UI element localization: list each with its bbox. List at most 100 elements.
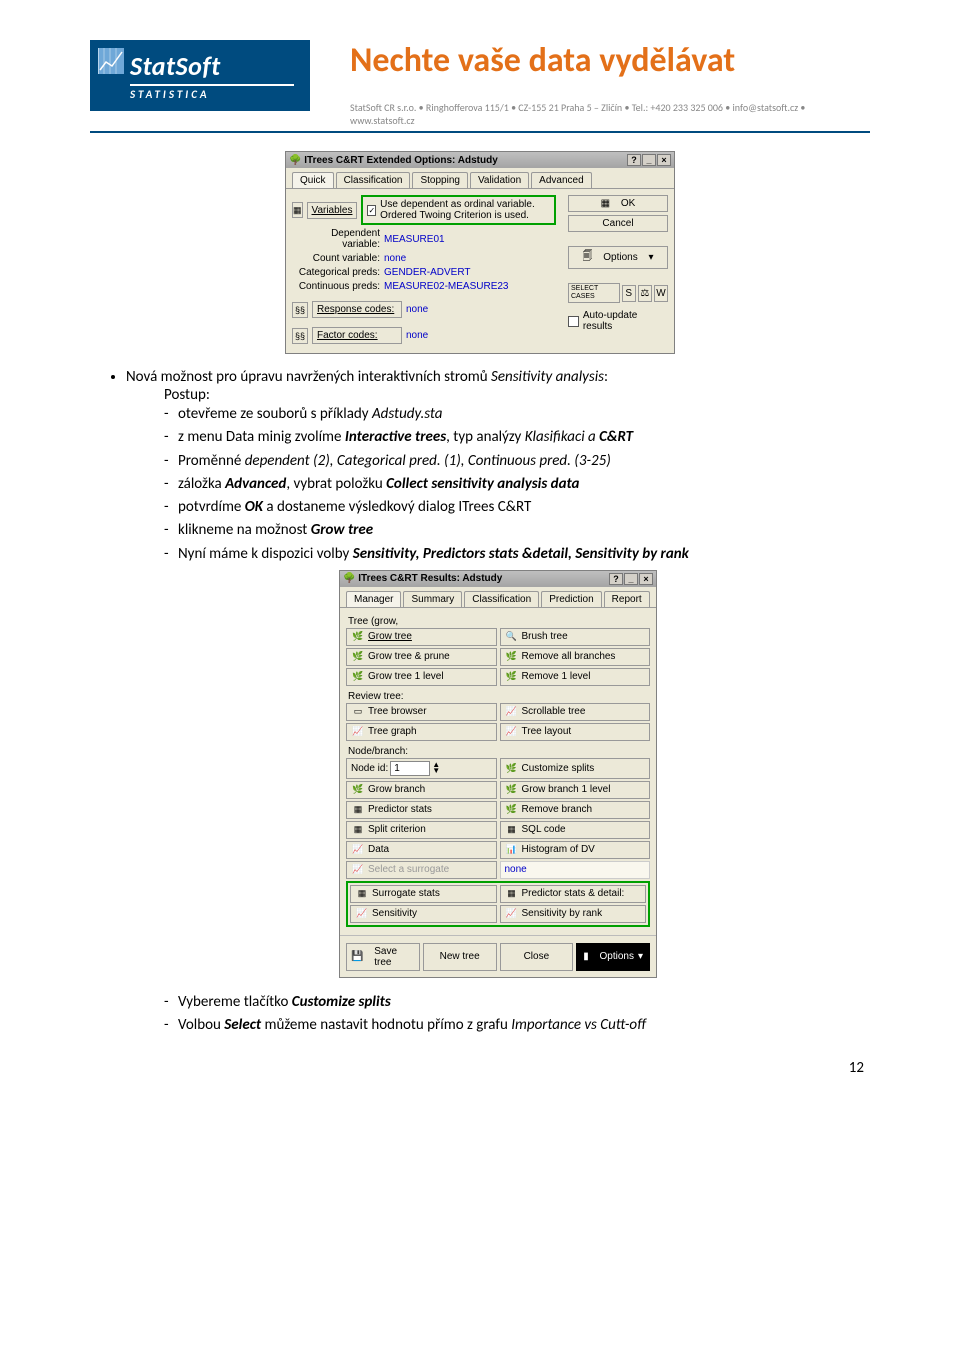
close-button[interactable]: ×: [639, 573, 653, 585]
highlight-ordinal: ✓ Use dependent as ordinal variable. Ord…: [361, 195, 556, 225]
weight-icon-button[interactable]: ⚖: [638, 285, 652, 302]
node-id-label: Node id:: [351, 763, 388, 774]
grow-branch-button[interactable]: 🌿Grow branch: [346, 781, 497, 799]
cat-preds-value: GENDER-ADVERT: [384, 267, 471, 278]
graph-icon: 📈: [505, 908, 519, 920]
grow-tree-1-button[interactable]: 🌿Grow tree 1 level: [346, 668, 497, 686]
sensitivity-rank-button[interactable]: 📈Sensitivity by rank: [500, 905, 647, 923]
checkbox-ordinal[interactable]: ✓: [367, 205, 376, 216]
help-button[interactable]: ?: [627, 154, 641, 166]
highlight-sensitivity: ▦Surrogate stats ▦Predictor stats & deta…: [346, 881, 650, 927]
tree-icon: 🌿: [505, 762, 519, 774]
grow-prune-button[interactable]: 🌿Grow tree & prune: [346, 648, 497, 666]
close-button[interactable]: ×: [657, 154, 671, 166]
data-button[interactable]: 📈Data: [346, 841, 497, 859]
new-tree-button[interactable]: New tree: [423, 943, 497, 971]
logo-sub-text: STATISTICA: [130, 88, 210, 101]
factor-codes-icon: §§: [292, 328, 308, 344]
auto-update-checkbox[interactable]: [568, 316, 579, 327]
factor-codes-button[interactable]: Factor codes:: [312, 327, 402, 344]
tab-manager[interactable]: Manager: [346, 591, 401, 607]
remove-branch-button[interactable]: 🌿Remove branch: [500, 801, 651, 819]
tab-validation[interactable]: Validation: [470, 172, 529, 188]
options-button-black[interactable]: ▮ Options▾: [576, 943, 650, 971]
customize-splits-button[interactable]: 🌿Customize splits: [500, 758, 651, 779]
save-tree-button[interactable]: 💾 Save tree: [346, 943, 420, 971]
stepper-icon[interactable]: ▲▼: [432, 762, 440, 774]
variables-button[interactable]: Variables: [307, 202, 358, 219]
tab-classification[interactable]: Classification: [336, 172, 411, 188]
histogram-button[interactable]: 📊Histogram of DV: [500, 841, 651, 859]
help-button[interactable]: ?: [609, 573, 623, 585]
table-icon: ▦: [505, 888, 519, 900]
tree-icon: 🌿: [351, 631, 365, 643]
tree-layout-button[interactable]: 📈Tree layout: [500, 723, 651, 741]
ok-button[interactable]: ▦ OK: [568, 195, 668, 212]
predictor-detail-button[interactable]: ▦Predictor stats & detail:: [500, 885, 647, 903]
tab-classification[interactable]: Classification: [464, 591, 539, 607]
response-codes-value: none: [406, 304, 428, 315]
response-codes-icon: §§: [292, 302, 308, 318]
sql-code-button[interactable]: ▦SQL code: [500, 821, 651, 839]
logo: StatSoft STATISTICA: [90, 40, 310, 111]
graph-icon: 📈: [351, 864, 365, 876]
dep-var-label: Dependent variable:: [292, 228, 380, 250]
tab-report[interactable]: Report: [604, 591, 650, 607]
response-codes-button[interactable]: Response codes:: [312, 301, 402, 318]
step-item: klikneme na možnost Grow tree: [164, 520, 870, 540]
options-button[interactable]: 🗐 Options ▾: [568, 246, 668, 269]
split-criterion-button[interactable]: ▦Split criterion: [346, 821, 497, 839]
bar-icon: 📊: [505, 844, 519, 856]
remove-1-button[interactable]: 🌿Remove 1 level: [500, 668, 651, 686]
tab-stopping[interactable]: Stopping: [412, 172, 467, 188]
variables-icon: ▦: [292, 202, 303, 218]
save-icon: 💾: [351, 951, 363, 962]
cont-preds-value: MEASURE02-MEASURE23: [384, 281, 508, 292]
s-button[interactable]: S: [622, 285, 636, 302]
dialog2-title-bar: 🌳 ITrees C&RT Results: Adstudy ? _ ×: [340, 571, 656, 587]
tree-icon: 🌿: [505, 671, 519, 683]
graph-icon: 📈: [505, 706, 519, 718]
tree-icon: 🌿: [505, 804, 519, 816]
tree-browser-button[interactable]: ▭Tree browser: [346, 703, 497, 721]
minimize-button[interactable]: _: [642, 154, 656, 166]
tree-icon: 🌳: [289, 155, 301, 166]
step-item: záložka Advanced, vybrat položku Collect…: [164, 474, 870, 494]
brush-tree-button[interactable]: 🔍Brush tree: [500, 628, 651, 646]
graph-icon: 📈: [351, 844, 365, 856]
step-item: Volbou Select můžeme nastavit hodnotu př…: [164, 1015, 870, 1035]
tree-icon: 🌿: [351, 671, 365, 683]
tab-summary[interactable]: Summary: [403, 591, 462, 607]
minimize-button[interactable]: _: [624, 573, 638, 585]
factor-codes-value: none: [406, 330, 428, 341]
node-id-input[interactable]: 1: [390, 761, 430, 776]
tree-icon: 🌳: [343, 573, 355, 584]
close-dialog-button[interactable]: Close: [500, 943, 574, 971]
remove-all-branches-button[interactable]: 🌿Remove all branches: [500, 648, 651, 666]
grow-tree-button[interactable]: 🌿Grow tree: [346, 628, 497, 646]
step-list-a: otevřeme ze souborů s příklady Adstudy.s…: [126, 404, 870, 564]
dialog2-title: ITrees C&RT Results: Adstudy: [358, 573, 502, 584]
cancel-button[interactable]: Cancel: [568, 215, 668, 232]
bullet-list: Nová možnost pro úpravu navržených inter…: [90, 368, 870, 1035]
surrogate-stats-button[interactable]: ▦Surrogate stats: [350, 885, 497, 903]
scrollable-tree-button[interactable]: 📈Scrollable tree: [500, 703, 651, 721]
step-item: z menu Data minig zvolíme Interactive tr…: [164, 427, 870, 447]
sensitivity-button[interactable]: 📈Sensitivity: [350, 905, 497, 923]
select-cases-button[interactable]: SELECT CASES: [568, 283, 620, 303]
cont-preds-label: Continuous preds:: [292, 281, 380, 292]
predictor-stats-button[interactable]: ▦Predictor stats: [346, 801, 497, 819]
graph-icon: 📈: [351, 726, 365, 738]
w-button[interactable]: W: [654, 285, 668, 302]
tab-prediction[interactable]: Prediction: [541, 591, 601, 607]
table-icon: ▦: [505, 824, 519, 836]
grow-branch-1-button[interactable]: 🌿Grow branch 1 level: [500, 781, 651, 799]
tab-advanced[interactable]: Advanced: [531, 172, 591, 188]
tab-quick[interactable]: Quick: [292, 172, 334, 188]
bullet-intro: Nová možnost pro úpravu navržených inter…: [126, 368, 491, 386]
dialog-results: 🌳 ITrees C&RT Results: Adstudy ? _ × Man…: [339, 570, 657, 978]
tree-graph-button[interactable]: 📈Tree graph: [346, 723, 497, 741]
step-item: Proměnné dependent (2), Categorical pred…: [164, 451, 870, 471]
options-icon: 🗐: [582, 249, 592, 266]
dep-var-value: MEASURE01: [384, 234, 445, 245]
